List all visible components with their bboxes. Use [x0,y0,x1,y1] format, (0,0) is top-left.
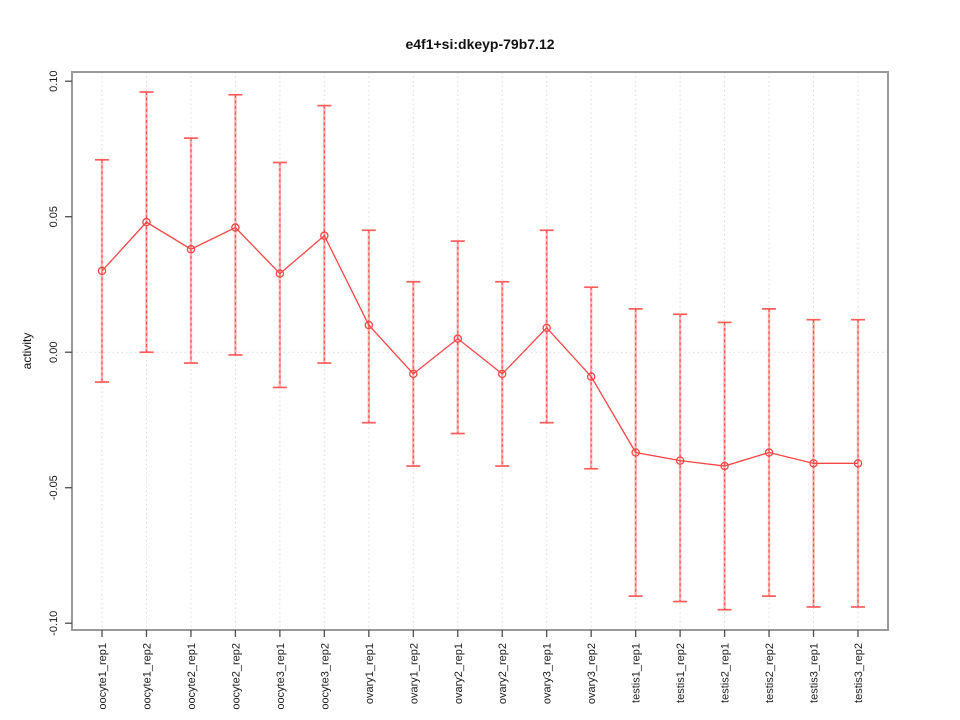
series-line [101,221,858,467]
data-point-marker [320,231,329,240]
x-tick-label: oocyte1_rep1 [97,643,109,710]
data-point-marker [720,461,729,471]
data-point-marker [186,244,196,254]
x-tick-label: ovary2_rep1 [453,643,465,704]
data-point-marker [142,217,151,227]
data-point-marker [675,456,685,465]
x-tick-label: testis2_rep2 [764,643,776,703]
x-tick-label: oocyte1_rep2 [141,643,153,710]
x-tick-label: oocyte3_rep2 [319,643,331,710]
x-tick-label: testis2_rep1 [720,643,732,703]
data-point-marker [409,369,418,379]
y-tick-label: 0.00 [48,342,60,363]
data-point-marker [364,320,374,330]
data-point-marker [275,269,285,278]
chart-title: e4f1+si:dkeyp-79b7.12 [405,36,555,52]
x-tick-label: oocyte2_rep2 [230,643,242,710]
y-tick-label: 0.05 [48,206,60,227]
x-tick-label: testis3_rep2 [853,643,865,703]
x-tick-label: ovary1_rep1 [364,643,376,704]
data-point-marker [231,223,240,232]
plot-box [71,71,889,631]
x-tick-label: ovary3_rep2 [586,643,598,704]
x-tick-label: testis1_rep1 [631,643,643,703]
data-point-marker [586,372,596,381]
y-tick-label: -0.10 [48,611,60,636]
data-point-marker [97,266,107,276]
x-tick-label: oocyte2_rep1 [186,643,198,710]
x-tick-label: oocyte3_rep1 [275,643,287,710]
y-tick-label: 0.10 [48,71,60,92]
data-point-marker [853,459,863,468]
data-point-marker [453,334,463,343]
data-point-marker [809,459,818,468]
x-tick-label: ovary1_rep2 [408,643,420,704]
x-tick-label: ovary3_rep1 [542,643,554,704]
y-tick-label: -0.05 [48,475,60,500]
x-tick-label: ovary2_rep2 [497,643,509,704]
data-point-marker [631,448,640,457]
data-point-marker [764,448,774,457]
data-point-marker [497,369,507,379]
x-tick-label: testis3_rep1 [809,643,821,703]
data-point-marker [542,323,551,333]
x-tick-label: testis1_rep2 [675,643,687,703]
